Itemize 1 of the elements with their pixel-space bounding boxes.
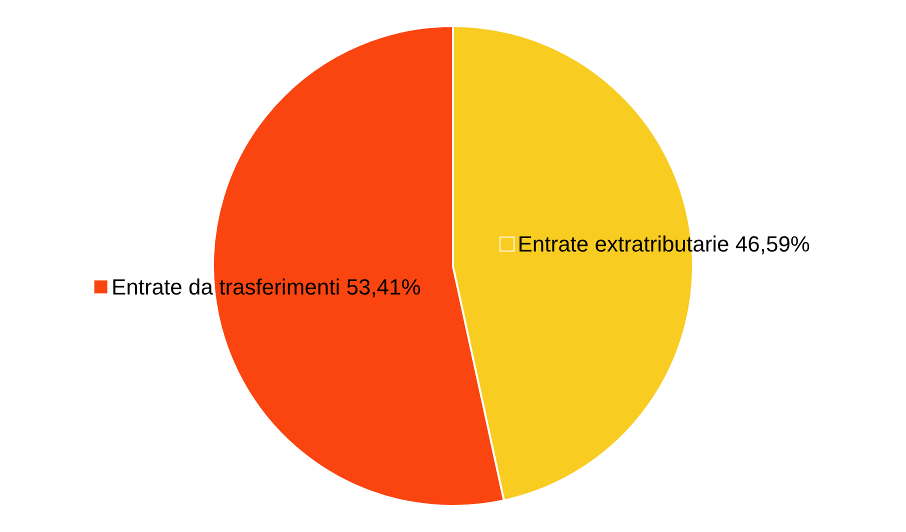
legend-label: Entrate da trasferimenti 53,41% bbox=[111, 274, 421, 300]
